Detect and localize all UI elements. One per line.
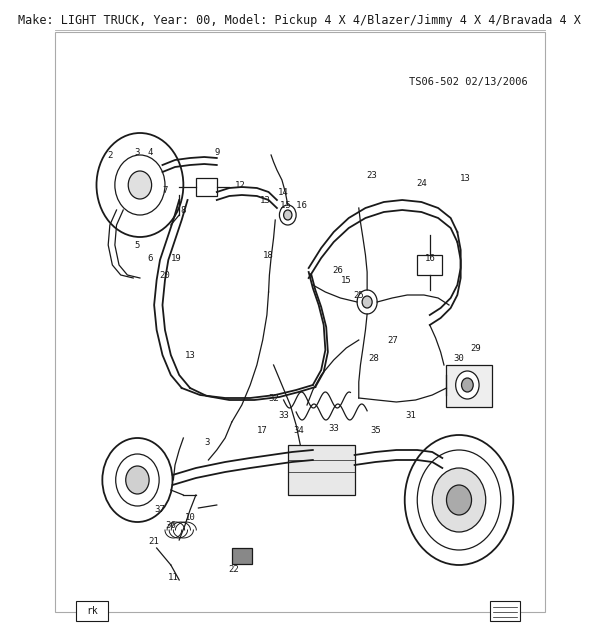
Circle shape <box>418 450 501 550</box>
Bar <box>77 601 108 621</box>
Text: 9: 9 <box>214 147 219 157</box>
Text: 27: 27 <box>387 335 398 344</box>
Text: 30: 30 <box>453 353 464 362</box>
Text: 3: 3 <box>204 438 210 447</box>
Bar <box>418 255 442 275</box>
Text: 22: 22 <box>228 566 239 575</box>
Bar <box>490 601 520 621</box>
Text: 4: 4 <box>147 147 153 157</box>
Text: 2: 2 <box>107 150 113 159</box>
Circle shape <box>456 371 479 399</box>
Text: 20: 20 <box>159 271 170 280</box>
Circle shape <box>446 485 471 515</box>
Text: 24: 24 <box>416 179 427 188</box>
Text: TS06-502 02/13/2006: TS06-502 02/13/2006 <box>409 77 528 87</box>
Circle shape <box>432 468 486 532</box>
Text: 11: 11 <box>168 573 179 582</box>
Bar <box>232 548 252 564</box>
Text: 13: 13 <box>184 351 195 360</box>
Text: 26: 26 <box>332 266 343 275</box>
Circle shape <box>128 171 152 199</box>
Circle shape <box>126 466 149 494</box>
Text: 35: 35 <box>370 426 381 435</box>
Circle shape <box>461 378 473 392</box>
Text: 15: 15 <box>341 275 352 285</box>
Bar <box>446 365 492 407</box>
Text: rk: rk <box>86 606 98 616</box>
Text: 15 16: 15 16 <box>280 200 307 209</box>
Text: 8: 8 <box>181 205 186 214</box>
Circle shape <box>357 290 377 314</box>
Text: 25: 25 <box>353 291 364 300</box>
Text: 32: 32 <box>268 394 279 403</box>
Text: 5: 5 <box>135 241 140 250</box>
Circle shape <box>102 438 173 522</box>
Text: 34: 34 <box>294 426 304 435</box>
Text: 17: 17 <box>258 426 268 435</box>
Text: 13: 13 <box>260 195 271 205</box>
Text: 6: 6 <box>147 253 153 262</box>
Circle shape <box>362 296 372 308</box>
Bar <box>288 445 355 495</box>
Text: 16: 16 <box>425 253 435 262</box>
Text: 23: 23 <box>366 170 377 179</box>
Text: Make: LIGHT TRUCK, Year: 00, Model: Pickup 4 X 4/Blazer/Jimmy 4 X 4/Bravada 4 X: Make: LIGHT TRUCK, Year: 00, Model: Pick… <box>18 14 581 27</box>
Text: 13: 13 <box>460 173 471 182</box>
Text: 36: 36 <box>165 520 176 529</box>
Text: 12: 12 <box>235 180 246 189</box>
Text: 21: 21 <box>149 538 159 547</box>
Text: 29: 29 <box>470 344 481 353</box>
Circle shape <box>279 205 296 225</box>
Circle shape <box>116 454 159 506</box>
Text: 14: 14 <box>278 188 289 196</box>
Text: 19: 19 <box>171 253 182 262</box>
Text: 10: 10 <box>184 513 195 522</box>
Bar <box>196 178 217 196</box>
Text: 7: 7 <box>162 186 168 195</box>
Circle shape <box>283 210 292 220</box>
Circle shape <box>115 155 165 215</box>
Text: 31: 31 <box>405 410 416 419</box>
Text: 3: 3 <box>135 147 140 157</box>
Text: 18: 18 <box>263 250 274 259</box>
Text: 33: 33 <box>278 410 289 419</box>
Circle shape <box>96 133 183 237</box>
Text: 33: 33 <box>328 424 339 433</box>
Circle shape <box>405 435 513 565</box>
Text: 28: 28 <box>368 353 379 362</box>
Text: 37: 37 <box>155 506 165 515</box>
